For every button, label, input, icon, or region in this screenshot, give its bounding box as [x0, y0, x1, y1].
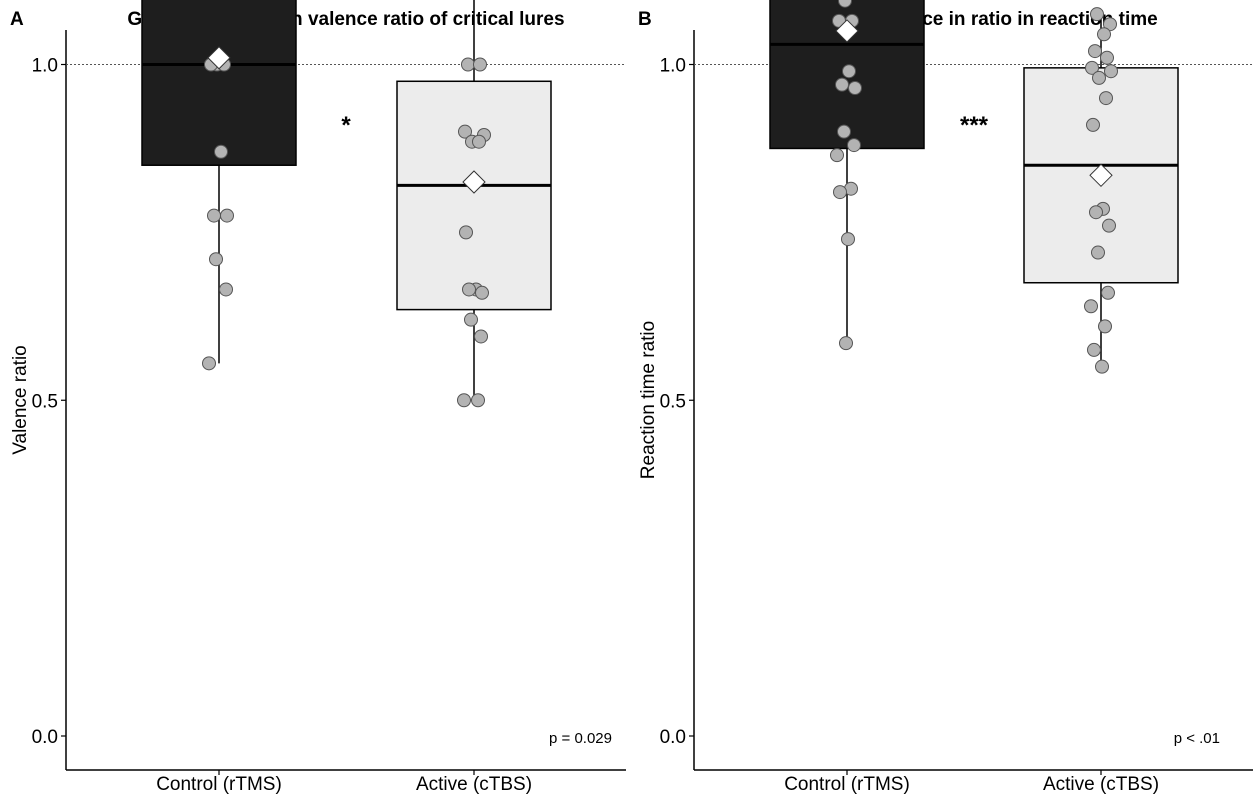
panel-a-control-data-point	[220, 208, 234, 223]
panel-a-control-data-point	[214, 144, 228, 159]
panel-a-significance-label: *	[341, 112, 351, 139]
panel-a-active-data-point	[462, 282, 476, 297]
panel-a-active-mean-marker	[462, 170, 486, 194]
panel-a-x-tick-active: Active (cTBS)	[416, 774, 532, 795]
panel-b-y-tick-label: 1.0	[660, 56, 686, 77]
panel-b-active-data-point	[1101, 285, 1115, 300]
panel-b-control-data-point	[841, 232, 855, 247]
panel-a-y-axis-label: Valence ratio	[10, 345, 31, 455]
panel-b-active-data-point	[1087, 342, 1101, 357]
panel-b: B Group difference in ratio in reaction …	[638, 0, 1253, 795]
panel-a-active-box	[396, 80, 552, 311]
panel-b-active-mean-marker	[1089, 163, 1113, 188]
panel-a-active-data-point	[458, 124, 472, 139]
panel-a-active-data-point	[459, 225, 473, 240]
panel-a-control-mean-marker	[207, 46, 231, 70]
panel-b-active-data-point	[1090, 7, 1104, 22]
panel-b-control-data-point	[830, 148, 844, 163]
panel-a-active-data-point	[457, 393, 471, 408]
panel-b-control-data-point	[842, 64, 856, 79]
panel-b-control-data-point	[835, 77, 849, 92]
panel-a-p-value: p = 0.029	[549, 730, 612, 747]
panel-b-active-data-point	[1095, 359, 1109, 374]
panel-b-x-tick-control: Control (rTMS)	[784, 774, 910, 795]
panel-a-control-box	[141, 0, 297, 166]
panel-b-active-data-point	[1097, 27, 1111, 42]
panel-b-active-data-point	[1084, 299, 1098, 314]
panel-b-control-data-point	[837, 124, 851, 139]
panel-a-control-data-point	[207, 208, 221, 223]
panel-b-y-axis-label: Reaction time ratio	[638, 321, 659, 479]
panel-b-active-data-point	[1085, 60, 1099, 75]
panel-a-active-data-point	[471, 393, 485, 408]
panel-b-control-mean-marker	[835, 19, 859, 43]
panel-b-active-data-point	[1098, 319, 1112, 334]
panel-a-letter: A	[10, 9, 24, 30]
panel-b-active-data-point	[1089, 205, 1103, 220]
panel-b-active-data-point	[1091, 245, 1105, 260]
panel-b-x-tick-active: Active (cTBS)	[1043, 774, 1159, 795]
panel-b-active-data-point	[1099, 91, 1113, 106]
panel-b-control-data-point	[839, 336, 853, 351]
panel-b-significance-label: ***	[960, 112, 989, 139]
panel-b-control-data-point	[847, 138, 861, 153]
panel-a: A Group difference in valence ratio of c…	[10, 0, 626, 795]
panel-b-p-value: p < .01	[1174, 730, 1220, 747]
panel-b-control-data-point	[838, 0, 852, 8]
panel-b-active-data-point	[1092, 70, 1106, 85]
panel-a-y-tick-label: 0.0	[32, 727, 58, 748]
panel-a-plot-area: 0.00.51.01.52.0	[32, 0, 626, 775]
panel-b-active-data-point	[1100, 50, 1114, 65]
panel-b-control-data-point	[848, 81, 862, 96]
panel-a-active-data-point	[461, 57, 475, 72]
panel-a-y-tick-label: 0.5	[32, 391, 58, 412]
panel-b-y-tick-label: 0.0	[660, 727, 686, 748]
panel-b-active-data-point	[1088, 44, 1102, 59]
panel-b-active-data-point	[1104, 64, 1118, 79]
panel-a-control-data-point	[202, 356, 216, 371]
panel-a-control-data-point	[209, 252, 223, 267]
panel-a-active-data-point	[472, 134, 486, 149]
panel-b-y-tick-label: 0.5	[660, 391, 686, 412]
panel-b-letter: B	[638, 9, 652, 30]
panel-a-active-data-point	[473, 57, 487, 72]
panel-b-active-data-point	[1102, 218, 1116, 233]
panel-a-y-tick-label: 1.0	[32, 56, 58, 77]
panel-a-active-data-point	[475, 285, 489, 300]
panel-a-active-data-point	[464, 312, 478, 327]
panel-b-plot-area: 0.00.51.01.52.0	[660, 0, 1253, 775]
panel-b-control-data-point	[833, 185, 847, 200]
panel-b-active-data-point	[1086, 117, 1100, 132]
panel-a-x-tick-control: Control (rTMS)	[156, 774, 282, 795]
panel-a-active-data-point	[474, 329, 488, 344]
panel-a-control-data-point	[219, 282, 233, 297]
